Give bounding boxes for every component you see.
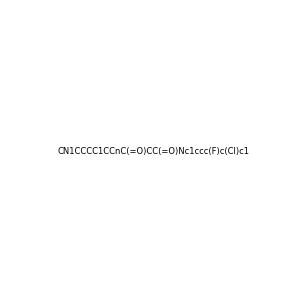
- Text: CN1CCCC1CCnC(=O)CC(=O)Nc1ccc(F)c(Cl)c1: CN1CCCC1CCnC(=O)CC(=O)Nc1ccc(F)c(Cl)c1: [58, 147, 250, 156]
